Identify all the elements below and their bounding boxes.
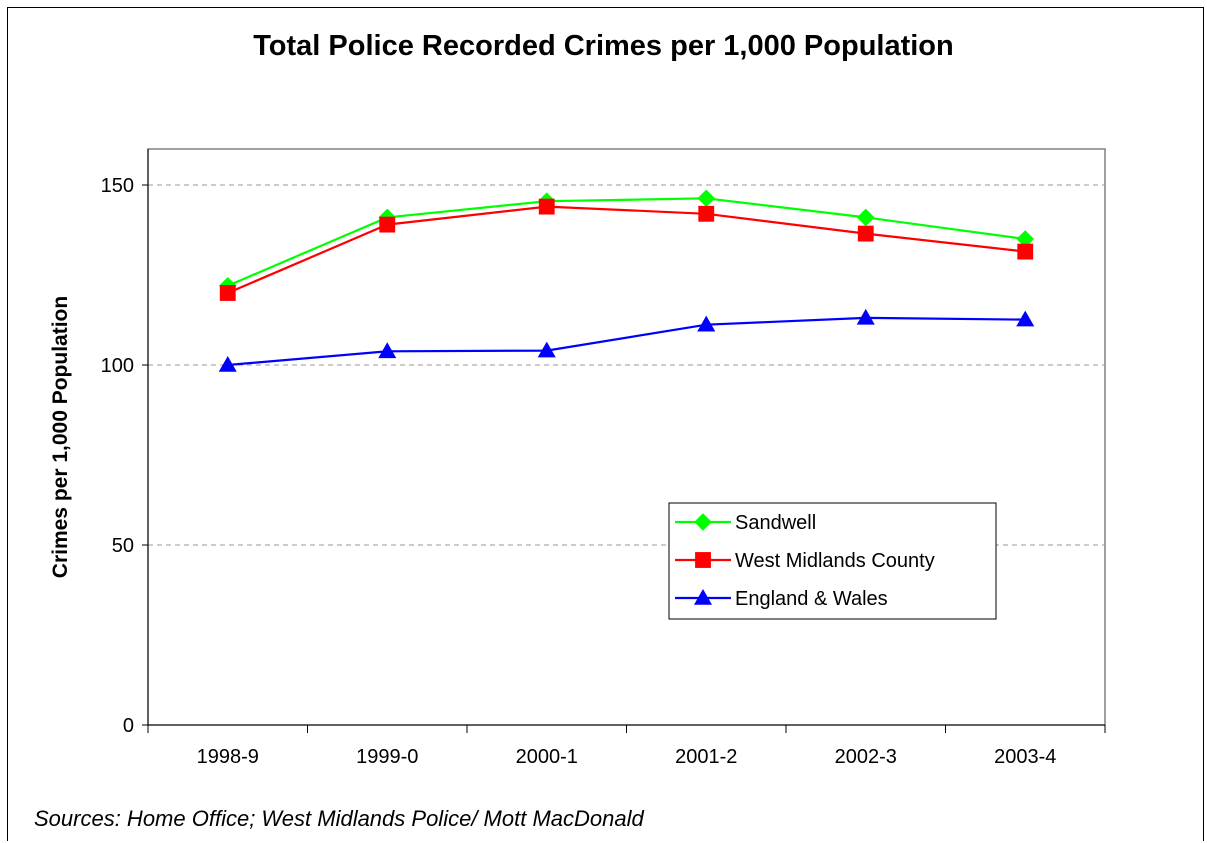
x-tick-label: 2000-1 [516, 746, 578, 768]
data-point [1016, 310, 1035, 327]
chart-frame [7, 7, 1204, 841]
data-point [378, 342, 397, 359]
data-point [856, 308, 875, 325]
series-line [227, 197, 1026, 287]
y-axis-title: Crimes per 1,000 Population [49, 296, 72, 578]
y-tick-label: 150 [101, 175, 134, 197]
series-line [227, 316, 1026, 367]
legend-label: England & Wales [735, 588, 888, 610]
data-point [856, 208, 875, 227]
data-point [1017, 243, 1034, 260]
y-tick-label: 50 [112, 535, 134, 557]
data-point [1016, 230, 1035, 248]
x-tick-label: 1999-0 [356, 746, 418, 768]
data-point [698, 205, 715, 222]
series-line [227, 205, 1026, 295]
legend-label: West Midlands County [735, 550, 935, 572]
source-note: Sources: Home Office; West Midlands Poli… [34, 806, 644, 831]
data-point [379, 216, 396, 233]
data-point [219, 285, 236, 301]
y-tick-label: 0 [123, 715, 134, 737]
data-point [697, 315, 716, 332]
x-tick-label: 2003-4 [994, 746, 1056, 768]
x-tick-label: 1998-9 [197, 746, 259, 768]
data-point [693, 588, 713, 605]
data-point [218, 355, 237, 372]
data-point [538, 198, 555, 215]
data-point [695, 552, 711, 568]
data-point [694, 513, 712, 531]
x-tick-label: 2001-2 [675, 746, 737, 768]
data-point [537, 341, 556, 358]
plot-area [147, 148, 1106, 726]
data-point [697, 189, 716, 208]
data-point [857, 225, 874, 242]
x-tick-label: 2002-3 [835, 746, 897, 768]
chart-title: Total Police Recorded Crimes per 1,000 P… [253, 30, 954, 62]
y-tick-label: 100 [101, 355, 134, 377]
legend-label: Sandwell [735, 512, 816, 534]
